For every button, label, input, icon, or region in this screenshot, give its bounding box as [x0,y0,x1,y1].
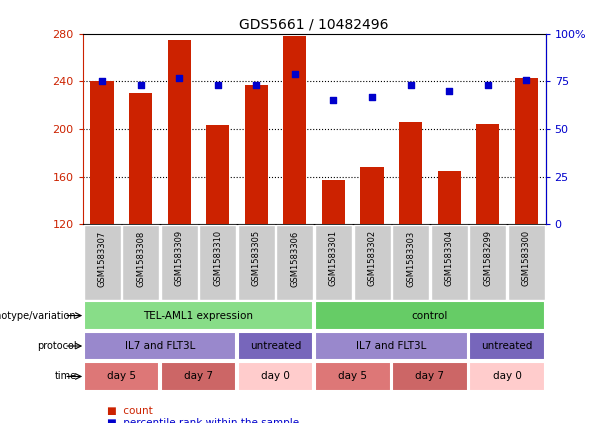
Text: day 0: day 0 [493,371,522,382]
FancyBboxPatch shape [238,225,275,299]
Text: time: time [55,371,77,382]
Text: GSM1583301: GSM1583301 [329,230,338,286]
FancyBboxPatch shape [238,332,313,360]
Point [367,93,377,100]
Point [406,82,416,89]
Text: GSM1583307: GSM1583307 [97,230,107,286]
FancyBboxPatch shape [315,362,390,391]
Bar [206,126,229,224]
FancyBboxPatch shape [199,225,236,299]
Point [444,88,454,94]
FancyBboxPatch shape [276,225,313,299]
Bar [399,122,422,224]
Text: day 5: day 5 [107,371,136,382]
FancyBboxPatch shape [161,225,197,299]
Bar [322,180,345,224]
Text: genotype/variation: genotype/variation [0,310,77,321]
Point [483,82,493,89]
FancyBboxPatch shape [354,225,390,299]
FancyBboxPatch shape [469,225,506,299]
Text: day 0: day 0 [261,371,290,382]
Bar [515,78,538,224]
FancyBboxPatch shape [83,225,121,299]
Point [174,74,184,81]
FancyBboxPatch shape [431,225,468,299]
Text: ■  percentile rank within the sample: ■ percentile rank within the sample [107,418,299,423]
Point [329,97,338,104]
FancyBboxPatch shape [508,225,545,299]
Text: GSM1583306: GSM1583306 [291,230,299,286]
Text: ■  count: ■ count [107,406,153,416]
FancyBboxPatch shape [315,332,468,360]
FancyBboxPatch shape [83,301,313,330]
Text: TEL-AML1 expression: TEL-AML1 expression [143,310,253,321]
Text: GSM1583303: GSM1583303 [406,230,415,286]
Point [290,70,300,77]
Point [135,82,145,89]
FancyBboxPatch shape [392,362,468,391]
FancyBboxPatch shape [161,362,236,391]
FancyBboxPatch shape [83,332,236,360]
Text: day 7: day 7 [184,371,213,382]
Text: GSM1583309: GSM1583309 [175,230,184,286]
Text: GSM1583304: GSM1583304 [444,230,454,286]
FancyBboxPatch shape [83,362,159,391]
Text: GSM1583302: GSM1583302 [368,230,376,286]
Bar [283,36,306,224]
Text: protocol: protocol [37,341,77,351]
FancyBboxPatch shape [392,225,429,299]
Bar [91,81,113,224]
Bar [245,85,268,224]
FancyBboxPatch shape [122,225,159,299]
Text: control: control [412,310,448,321]
Text: IL7 and FLT3L: IL7 and FLT3L [356,341,427,351]
Text: IL7 and FLT3L: IL7 and FLT3L [124,341,195,351]
Text: day 5: day 5 [338,371,367,382]
Point [213,82,223,89]
Point [97,78,107,85]
Text: GSM1583305: GSM1583305 [252,230,261,286]
FancyBboxPatch shape [315,301,545,330]
Text: GSM1583308: GSM1583308 [136,230,145,286]
FancyBboxPatch shape [469,362,545,391]
Text: untreated: untreated [481,341,533,351]
Title: GDS5661 / 10482496: GDS5661 / 10482496 [240,17,389,31]
Text: untreated: untreated [250,341,301,351]
Bar [476,124,499,224]
Text: day 7: day 7 [416,371,444,382]
Bar [360,167,384,224]
Bar [438,170,461,224]
FancyBboxPatch shape [315,225,352,299]
FancyBboxPatch shape [238,362,313,391]
Point [251,82,261,89]
Text: GSM1583300: GSM1583300 [522,230,531,286]
Bar [167,40,191,224]
FancyBboxPatch shape [469,332,545,360]
Point [522,76,531,83]
Text: GSM1583299: GSM1583299 [483,230,492,286]
Text: GSM1583310: GSM1583310 [213,230,223,286]
Bar [129,93,152,224]
